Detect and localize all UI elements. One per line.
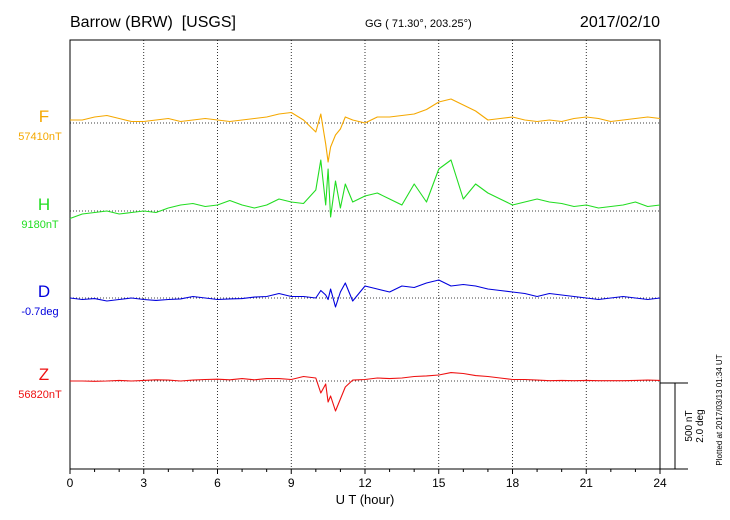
series-baseline-h: 9180nT (21, 219, 59, 231)
station-title: Barrow (BRW) [USGS] (70, 14, 236, 31)
series-line-f (70, 98, 661, 163)
x-tick-label: 9 (288, 476, 295, 490)
series-baseline-z: 56820nT (18, 389, 62, 401)
series-line-h (69, 159, 661, 220)
series-line-z (70, 372, 661, 412)
scale-label-deg: 2.0 deg (695, 409, 706, 442)
x-tick-label: 3 (140, 476, 147, 490)
x-tick-label: 18 (506, 476, 520, 490)
x-axis: 0 3 6 9 12 15 18 21 24 (67, 469, 667, 490)
x-tick-label: 0 (67, 476, 74, 490)
series-baseline-f: 57410nT (18, 131, 62, 143)
series-line-d (69, 279, 661, 308)
x-tick-label: 6 (214, 476, 221, 490)
baselines (70, 122, 660, 382)
series-name-f: F (39, 107, 49, 126)
grid (143, 40, 587, 469)
plot-date: 2017/02/10 (580, 14, 660, 31)
scale-bar (660, 382, 688, 470)
scale-label-nT: 500 nT (684, 410, 695, 441)
station-coords: GG ( 71.30°, 203.25°) (365, 18, 472, 30)
series-labels: F 57410nT H 9180nT D -0.7deg Z 56820nT (18, 107, 62, 401)
x-tick-label: 15 (432, 476, 446, 490)
x-tick-label: 24 (653, 476, 667, 490)
series-name-d: D (38, 282, 50, 301)
series-lines (69, 98, 661, 412)
plot-frame (69, 39, 661, 470)
series-name-h: H (38, 195, 50, 214)
x-tick-label: 12 (358, 476, 372, 490)
series-name-z: Z (39, 365, 49, 384)
x-tick-label: 21 (580, 476, 594, 490)
series-baseline-d: -0.7deg (21, 306, 58, 318)
x-axis-label: U T (hour) (336, 492, 395, 507)
plotted-timestamp: Plotted at 2017/03/13 01:34 UT (715, 354, 724, 465)
